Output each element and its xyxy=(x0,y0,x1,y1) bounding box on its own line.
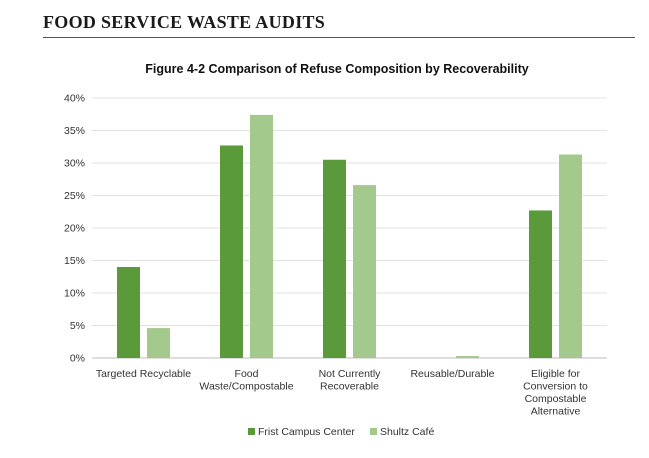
bar-frist xyxy=(220,145,243,358)
y-tick-label: 20% xyxy=(64,223,85,235)
y-tick-label: 0% xyxy=(70,353,85,365)
legend-swatch xyxy=(370,428,377,435)
bar-shultz xyxy=(147,328,170,358)
y-tick-label: 15% xyxy=(64,255,85,267)
x-axis-categories: Targeted Recyclable Food Waste/Compostable… xyxy=(96,368,588,418)
bar-frist xyxy=(529,210,552,358)
y-tick-label: 5% xyxy=(70,320,85,332)
x-category-label: Not Currently Recoverable xyxy=(319,368,382,393)
y-tick-label: 40% xyxy=(64,93,85,105)
page-header-title: FOOD SERVICE WASTE AUDITS xyxy=(43,12,326,32)
bars xyxy=(117,114,582,359)
bar-shultz xyxy=(353,185,376,358)
bar-frist xyxy=(323,159,346,358)
y-tick-label: 30% xyxy=(64,158,85,170)
y-tick-label: 10% xyxy=(64,288,85,300)
gridlines xyxy=(92,97,607,359)
legend-label: Shultz Café xyxy=(380,426,434,438)
bar-frist xyxy=(117,267,140,358)
legend: Frist Campus Center Shultz Café xyxy=(248,426,434,438)
chart-title: Figure 4-2 Comparison of Refuse Composit… xyxy=(145,62,528,76)
y-tick-label: 35% xyxy=(64,125,85,137)
x-category-label: Reusable/Durable xyxy=(410,368,494,380)
x-category-label: Food Waste/Compostable xyxy=(199,368,293,393)
header-divider xyxy=(43,37,635,38)
x-category-label: Targeted Recyclable xyxy=(96,368,191,380)
y-tick-label: 25% xyxy=(64,190,85,202)
y-axis-ticks: 0% 5% 10% 15% 20% 25% 30% 35% 40% xyxy=(64,93,85,365)
bar-shultz xyxy=(456,356,479,358)
bar-shultz xyxy=(559,154,582,358)
legend-label: Frist Campus Center xyxy=(258,426,355,438)
legend-swatch xyxy=(248,428,255,435)
x-category-label: Eligible for Conversion to Compostable Alte… xyxy=(523,368,588,418)
bar-shultz xyxy=(250,114,273,359)
